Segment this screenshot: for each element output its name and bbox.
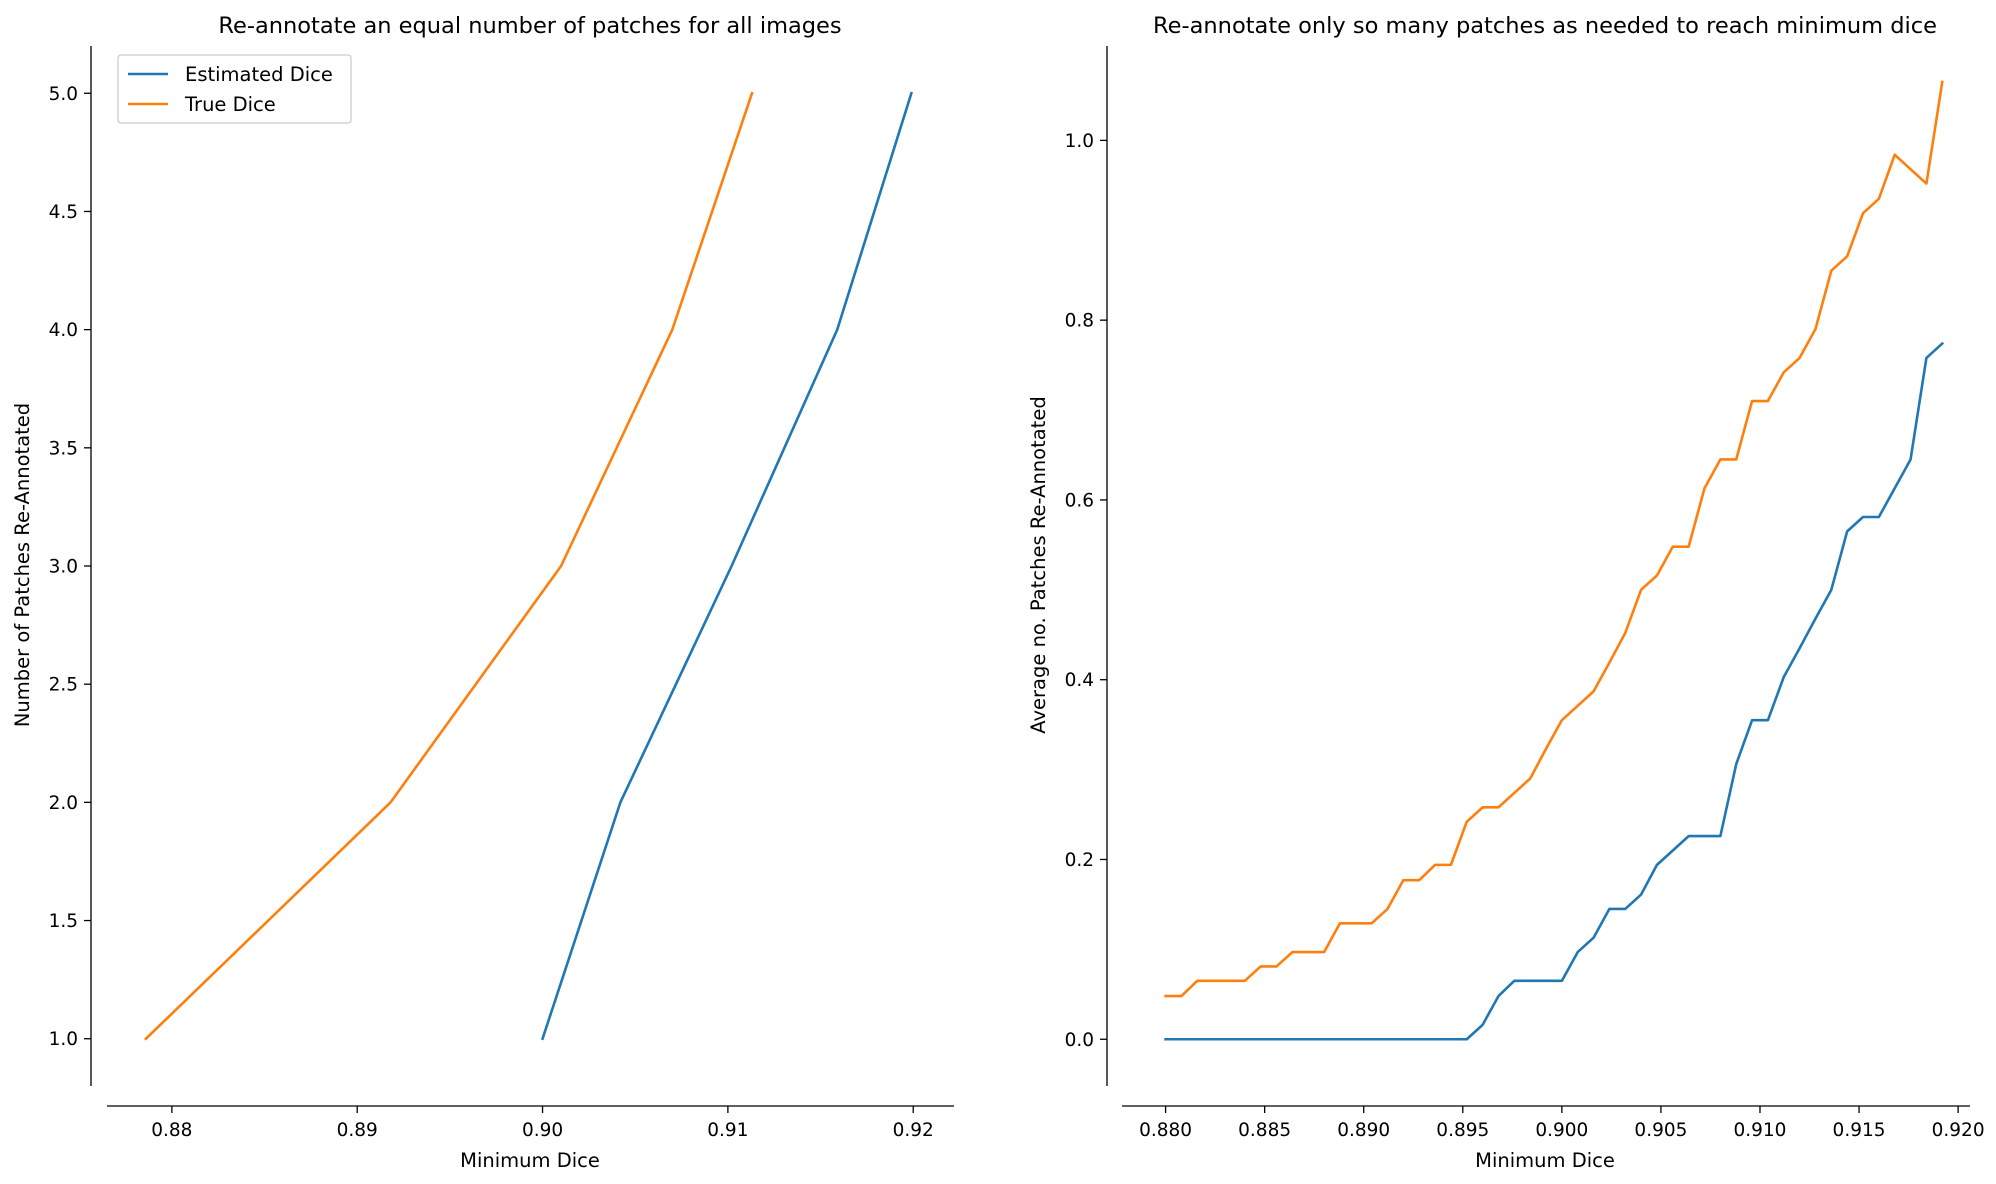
left-chart: Re-annotate an equal number of patches f… — [11, 13, 954, 1172]
legend: Estimated Dice True Dice — [117, 54, 352, 124]
left-line-true-dice — [144, 91, 754, 1041]
right-line-estimated-dice — [1164, 341, 1945, 1041]
right-y-tick-label: 1.0 — [1065, 131, 1094, 152]
left-x-tick-label: 0.89 — [337, 1120, 378, 1141]
right-x-tick-label: 0.920 — [1932, 1120, 1985, 1141]
legend-label-true: True Dice — [184, 93, 276, 116]
left-y-tick-label: 4.5 — [49, 202, 78, 223]
left-y-tick-label: 1.0 — [49, 1029, 78, 1050]
left-series-lines — [144, 91, 913, 1041]
legend-entry-estimated: Estimated Dice — [128, 63, 333, 86]
right-y-ticks: 0.0 0.2 0.4 0.6 0.8 1.0 — [1065, 131, 1107, 1051]
left-line-estimated-dice — [540, 91, 913, 1041]
right-y-tick-label: 0.0 — [1065, 1030, 1094, 1051]
left-y-tick-label: 2.0 — [49, 793, 78, 814]
left-x-ticks: 0.88 0.89 0.90 0.91 0.92 — [151, 1106, 934, 1141]
right-chart-title: Re-annotate only so many patches as need… — [1153, 13, 1937, 39]
right-line-true-dice — [1164, 80, 1944, 998]
right-x-tick-label: 0.900 — [1535, 1120, 1588, 1141]
right-x-tick-label: 0.895 — [1436, 1120, 1489, 1141]
right-y-axis-label: Average no. Patches Re-Annotated — [1027, 396, 1050, 733]
left-x-tick-label: 0.91 — [707, 1120, 748, 1141]
left-x-tick-label: 0.92 — [893, 1120, 934, 1141]
left-y-ticks: 1.0 1.5 2.0 2.5 3.0 3.5 4.0 4.5 5.0 — [49, 84, 91, 1050]
left-y-tick-label: 2.5 — [49, 675, 78, 696]
right-x-tick-label: 0.890 — [1337, 1120, 1390, 1141]
right-series-lines — [1164, 80, 1945, 1041]
left-y-tick-label: 5.0 — [49, 84, 78, 105]
right-x-ticks: 0.880 0.885 0.890 0.895 0.900 0.905 0.910 0.915… — [1139, 1106, 1985, 1141]
left-y-tick-label: 3.5 — [49, 438, 78, 459]
left-x-axis-label: Minimum Dice — [460, 1149, 600, 1172]
right-x-tick-label: 0.915 — [1833, 1120, 1886, 1141]
right-chart: Re-annotate only so many patches as need… — [1027, 13, 1985, 1172]
left-chart-title: Re-annotate an equal number of patches f… — [218, 13, 841, 39]
right-x-axis-label: Minimum Dice — [1475, 1149, 1615, 1172]
right-x-tick-label: 0.905 — [1634, 1120, 1687, 1141]
right-y-tick-label: 0.2 — [1065, 850, 1094, 871]
legend-label-estimated: Estimated Dice — [185, 63, 333, 86]
legend-frame — [117, 54, 352, 124]
right-y-tick-label: 0.8 — [1065, 311, 1094, 332]
right-x-tick-label: 0.880 — [1139, 1120, 1192, 1141]
left-y-tick-label: 3.0 — [49, 557, 78, 578]
right-x-tick-label: 0.910 — [1733, 1120, 1786, 1141]
left-x-tick-label: 0.90 — [522, 1120, 563, 1141]
right-y-tick-label: 0.4 — [1065, 670, 1094, 691]
right-y-tick-label: 0.6 — [1065, 490, 1094, 511]
left-y-tick-label: 4.0 — [49, 320, 78, 341]
left-y-axis-label: Number of Patches Re-Annotated — [11, 403, 34, 727]
left-y-tick-label: 1.5 — [49, 911, 78, 932]
legend-entry-true: True Dice — [128, 93, 276, 116]
left-x-tick-label: 0.88 — [151, 1120, 192, 1141]
right-x-tick-label: 0.885 — [1238, 1120, 1291, 1141]
